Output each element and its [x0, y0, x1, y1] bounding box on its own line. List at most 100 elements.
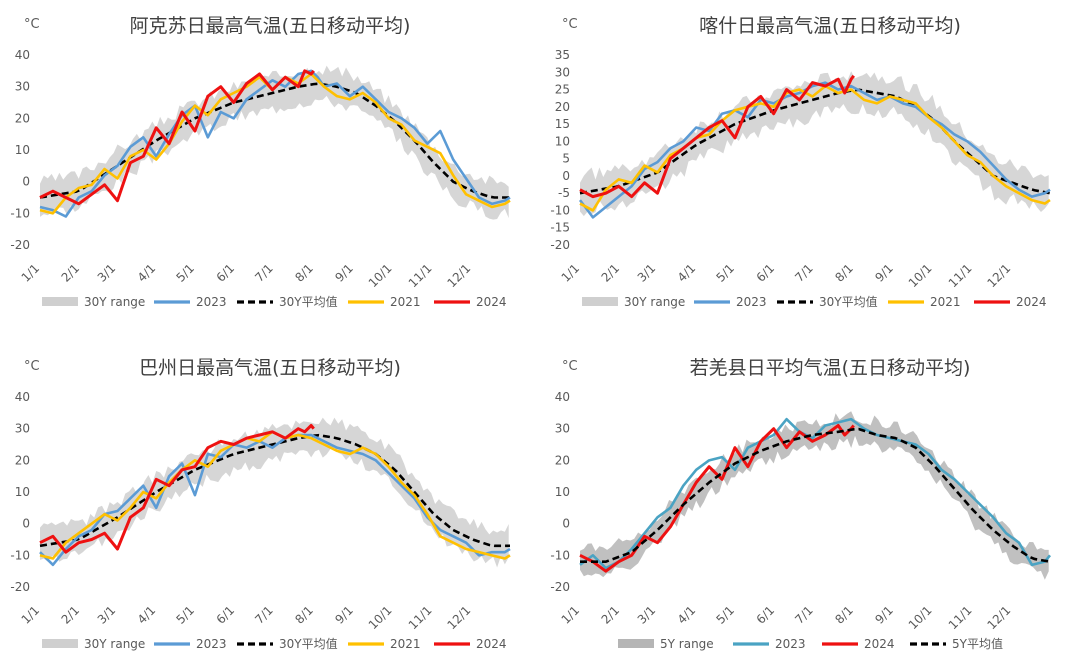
x-tick-label: 3/1: [635, 603, 659, 627]
x-tick-label: 10/1: [906, 261, 935, 290]
y-tick-label: 5: [562, 152, 570, 166]
legend-label: 5Y平均值: [952, 636, 1003, 651]
legend-label: 30Y平均值: [279, 636, 338, 651]
y-tick-label: 40: [15, 48, 30, 62]
y-tick-label: -10: [10, 548, 30, 562]
y-tick-label: 30: [555, 65, 570, 79]
x-tick-label: 2/1: [599, 603, 623, 627]
y-tick-label: 10: [15, 485, 30, 499]
y-tick-label: -5: [558, 186, 570, 200]
legend-label: 5Y range: [660, 637, 714, 651]
legend-label: 30Y range: [84, 637, 145, 651]
x-tick-label: 11/1: [406, 603, 435, 632]
chart-title: 若羌县日平均气温(五日移动平均): [690, 357, 971, 379]
legend-label: 2021: [390, 295, 421, 309]
legend-label: 2024: [864, 637, 895, 651]
chart-kashgar: 喀什日最高气温(五日移动平均) °C -20 -15 -10 -5 0 5 10 15 20 25 30…: [540, 0, 1080, 325]
x-tick-label: 9/1: [872, 603, 896, 627]
x-tick-label: 8/1: [292, 603, 316, 627]
x-tick-label: 7/1: [252, 603, 276, 627]
chart-svg: 巴州日最高气温(五日移动平均) °C -20 -10 0 10 20 30 40 1/1 2/1 3/…: [0, 342, 540, 667]
y-tick-label: 30: [15, 422, 30, 436]
y-tick-label: 0: [562, 517, 570, 531]
y-tick-label: 40: [555, 390, 570, 404]
unit-label: °C: [24, 359, 40, 374]
x-tick-label: 8/1: [832, 603, 856, 627]
y-tick-label: 35: [555, 48, 570, 62]
legend-label: 30Y range: [84, 295, 145, 309]
x-tick-label: 1/1: [19, 603, 43, 627]
legend-label: 2024: [476, 295, 507, 309]
x-tick-label: 5/1: [174, 603, 198, 627]
y-tick-label: -10: [10, 206, 30, 220]
chart-aksu: 阿克苏日最高气温(五日移动平均) °C -20 -10 0 10 20 30 40 1/1 2/1 3…: [0, 0, 540, 325]
x-tick-label: 5/1: [714, 603, 738, 627]
range-band: [580, 71, 1049, 216]
x-tick-label: 10/1: [906, 603, 935, 632]
y-tick-label: 0: [562, 169, 570, 183]
y-tick-label: -20: [550, 580, 570, 594]
x-tick-label: 1/1: [559, 603, 583, 627]
legend-label: 30Y平均值: [819, 294, 878, 309]
x-tick-label: 9/1: [872, 261, 896, 285]
unit-label: °C: [24, 17, 40, 32]
y-tick-label: 20: [555, 453, 570, 467]
chart-bazhou: 巴州日最高气温(五日移动平均) °C -20 -10 0 10 20 30 40 1/1 2/1 3/…: [0, 342, 540, 667]
x-tick-label: 12/1: [984, 261, 1013, 290]
x-tick-label: 3/1: [95, 261, 119, 285]
x-tick-label: 12/1: [984, 603, 1013, 632]
x-tick-label: 7/1: [792, 603, 816, 627]
y-tick-label: -20: [550, 238, 570, 252]
legend-label: 2023: [775, 637, 806, 651]
y-tick-label: 10: [555, 134, 570, 148]
y-tick-label: 0: [22, 517, 30, 531]
y-tick-label: 0: [22, 175, 30, 189]
legend-key: [42, 297, 78, 306]
legend-label: 2023: [196, 295, 227, 309]
x-tick-label: 5/1: [714, 261, 738, 285]
y-tick-label: -10: [550, 203, 570, 217]
x-tick-label: 9/1: [332, 261, 356, 285]
x-tick-label: 2/1: [59, 261, 83, 285]
x-tick-label: 6/1: [214, 603, 238, 627]
unit-label: °C: [562, 17, 578, 32]
y-tick-label: -20: [10, 238, 30, 252]
x-tick-label: 2/1: [59, 603, 83, 627]
x-tick-label: 9/1: [332, 603, 356, 627]
x-tick-label: 7/1: [792, 261, 816, 285]
chart-svg: 喀什日最高气温(五日移动平均) °C -20 -15 -10 -5 0 5 10 15 20 25 30…: [540, 0, 1080, 325]
x-tick-label: 3/1: [95, 603, 119, 627]
y-tick-label: 40: [15, 390, 30, 404]
chart-title: 巴州日最高气温(五日移动平均): [139, 357, 401, 379]
x-tick-label: 1/1: [19, 261, 43, 285]
y-tick-label: -10: [550, 548, 570, 562]
legend-key: [42, 639, 78, 648]
x-tick-label: 6/1: [214, 261, 238, 285]
x-tick-label: 4/1: [675, 261, 699, 285]
x-tick-label: 1/1: [559, 261, 583, 285]
x-tick-label: 11/1: [946, 261, 975, 290]
y-tick-label: 20: [15, 453, 30, 467]
x-tick-label: 12/1: [444, 603, 473, 632]
y-tick-label: 10: [555, 485, 570, 499]
y-tick-label: 20: [555, 100, 570, 114]
x-tick-label: 8/1: [832, 261, 856, 285]
y-tick-label: -20: [10, 580, 30, 594]
x-tick-label: 4/1: [675, 603, 699, 627]
x-tick-label: 12/1: [444, 261, 473, 290]
x-tick-label: 6/1: [754, 261, 778, 285]
chart-ruoqiang: 若羌县日平均气温(五日移动平均) °C -20 -10 0 10 20 30 40 1/1 2/1 3…: [540, 342, 1080, 667]
legend-label: 30Y平均值: [279, 294, 338, 309]
x-tick-label: 5/1: [174, 261, 198, 285]
legend-label: 2021: [930, 295, 961, 309]
chart-title: 喀什日最高气温(五日移动平均): [699, 15, 961, 37]
legend-label: 2023: [736, 295, 767, 309]
legend-label: 2023: [196, 637, 227, 651]
y-tick-label: 25: [555, 83, 570, 97]
x-tick-label: 10/1: [366, 603, 395, 632]
chart-title: 阿克苏日最高气温(五日移动平均): [130, 15, 411, 37]
x-tick-label: 3/1: [635, 261, 659, 285]
x-tick-label: 6/1: [754, 603, 778, 627]
legend-label: 2024: [1016, 295, 1047, 309]
y-tick-label: 30: [555, 422, 570, 436]
